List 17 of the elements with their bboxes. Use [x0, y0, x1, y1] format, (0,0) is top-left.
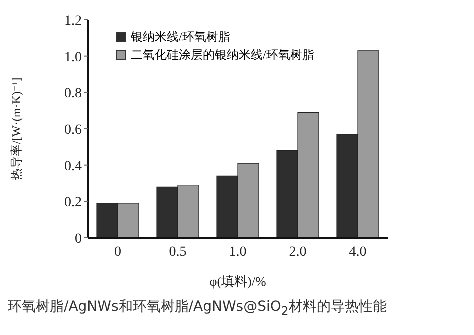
y-tick-label: 0 [75, 232, 82, 247]
y-tick-label: 0.4 [64, 159, 82, 174]
y-tick-label: 1.2 [64, 14, 82, 29]
text: 环氧树脂/AgNWs和环氧树脂/AgNWs@SiO$_{2}$材料的导热性能 [8, 299, 387, 318]
y-axis-title: 热导率/[W·(m·K)⁻¹] [9, 78, 24, 180]
x-tick-label: 0 [114, 244, 122, 260]
y-tick-label: 0.2 [64, 196, 82, 211]
x-tick-label: 4.0 [349, 244, 367, 260]
y-tick-label: 0.6 [64, 122, 82, 138]
x-tick-label: 0.5 [169, 244, 187, 260]
x-tick-label: 2.0 [289, 244, 307, 260]
x-axis-title: φ(填料)/% [210, 274, 266, 289]
y-tick-label: 1.0 [64, 50, 82, 66]
legend-label: 二氧化硅涂层的银纳米线/环氧树脂 [130, 47, 314, 64]
y-tick-label: 0.8 [64, 86, 82, 102]
legend-label: 银纳米线/环氧树脂 [130, 29, 232, 46]
x-tick-label: 1.0 [229, 244, 247, 260]
